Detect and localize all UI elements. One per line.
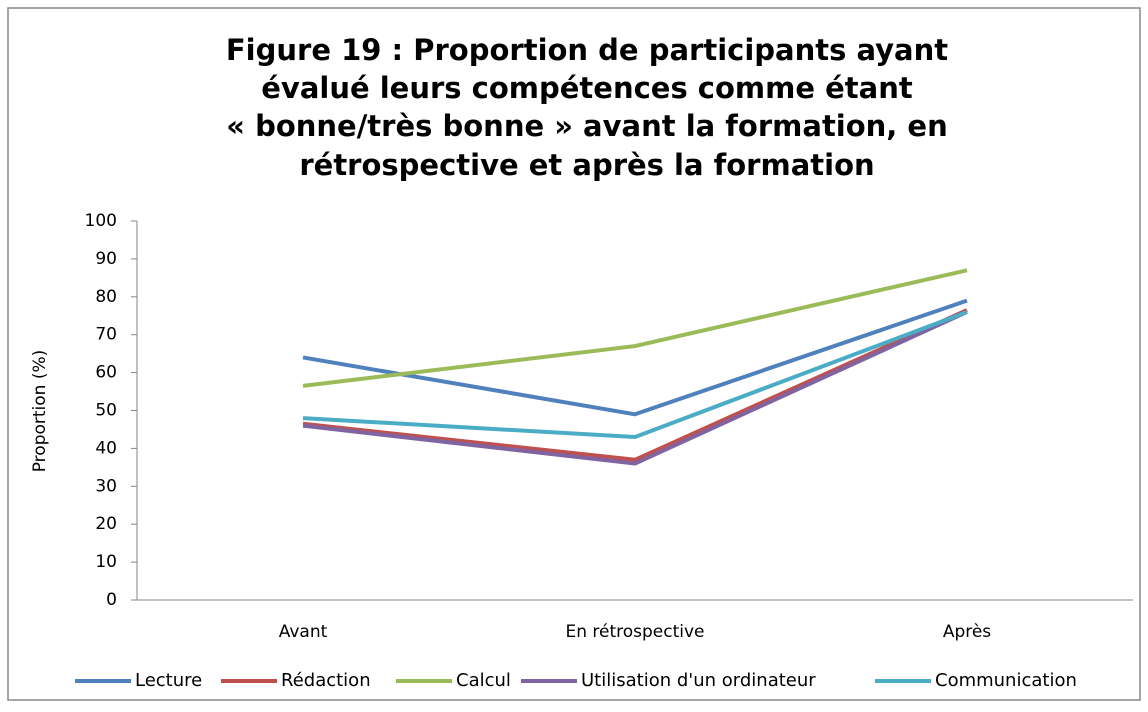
legend-label: Rédaction [281,670,371,691]
y-tick-label: 70 [95,325,117,345]
chart-title: Figure 19 : Proportion de participants a… [226,33,948,67]
x-tick-label: En rétrospective [565,622,704,642]
y-tick-label: 100 [85,211,117,231]
y-tick-label: 40 [95,438,117,458]
legend-label: Lecture [135,670,202,691]
y-axis-label: Proportion (%) [30,350,50,473]
line-series [302,298,968,417]
y-tick-label: 50 [95,401,117,421]
line-series [302,310,968,466]
x-tick-label: Avant [279,622,328,642]
legend-label: Communication [935,670,1077,691]
y-tick-label: 90 [95,249,117,269]
line-series [302,310,968,440]
y-tick-label: 30 [95,476,117,496]
y-tick-label: 0 [106,590,117,610]
chart-title: rétrospective et après la formation [299,148,874,182]
y-tick-label: 20 [95,514,117,534]
y-tick-label: 80 [95,287,117,307]
legend-label: Utilisation d'un ordinateur [581,670,816,691]
chart-title: évalué leurs compétences comme étant [261,71,913,105]
chart-title: « bonne/très bonne » avant la formation,… [226,109,948,143]
y-tick-label: 60 [95,363,117,383]
y-tick-label: 10 [95,552,117,572]
x-tick-label: Après [943,622,991,642]
line-series [302,308,968,462]
legend-label: Calcul [456,670,511,691]
line-series [302,268,968,388]
